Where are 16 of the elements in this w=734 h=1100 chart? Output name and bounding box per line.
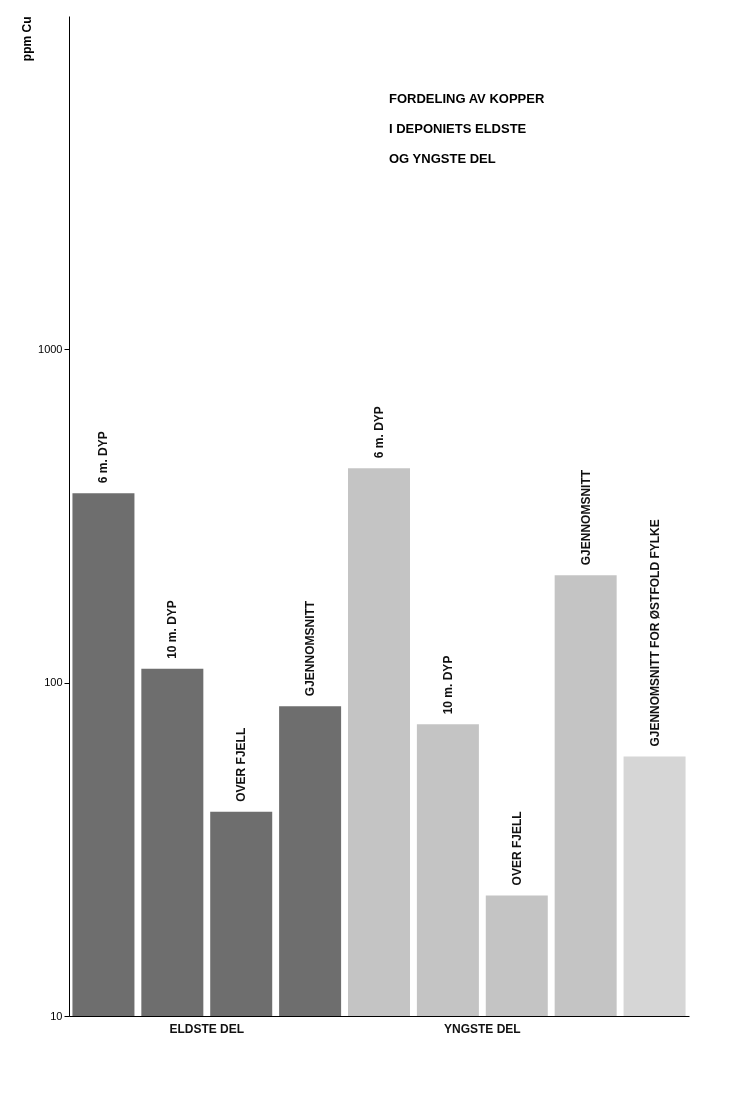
x-tick-label: OVER FJELL (234, 727, 249, 802)
x-tick-label: OVER FJELL (509, 811, 524, 886)
y-axis-title: ppm Cu (20, 16, 35, 62)
y-tick-label: 10 (50, 1009, 63, 1022)
y-tick-label: 1000 (38, 342, 63, 355)
x-tick-label: GJENNOMSNITT FOR ØSTFOLD FYLKE (647, 519, 662, 747)
x-tick-label: GJENNOMSNITT (303, 600, 318, 697)
text: FORDELING AV KOPPER I DEPONIETS ELDSTE OG YNGSTE DEL (389, 91, 545, 166)
y-tick-label: 100 (44, 676, 63, 689)
x-tick-label: 6 m. DYP (372, 406, 386, 459)
x-tick-label: 6 m. DYP (96, 431, 111, 484)
x-tick-label: 10 m. DYP (165, 600, 180, 659)
x-tick-label: 10 m. DYP (440, 655, 455, 715)
series-label: ELDSTE DEL (169, 1022, 245, 1036)
series-label: YNGSTE DEL (443, 1022, 521, 1036)
x-tick-label: GJENNOMSNITT (578, 469, 593, 566)
